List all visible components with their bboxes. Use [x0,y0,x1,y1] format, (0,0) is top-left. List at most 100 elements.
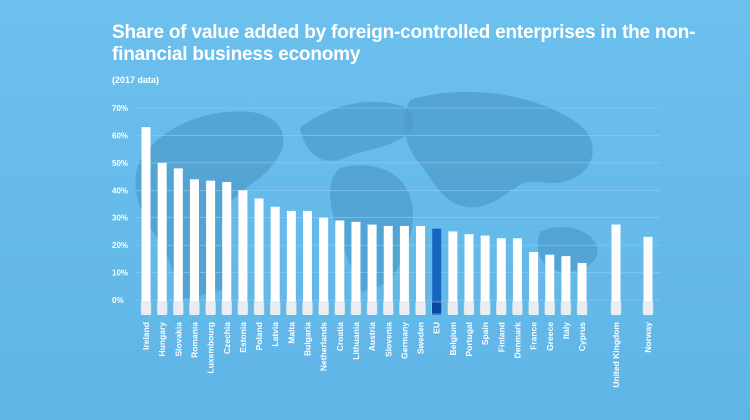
bar-united-kingdom [611,224,621,315]
bar-lithuania [351,221,361,315]
flag-hungary-icon [156,301,168,315]
bar-austria [367,224,377,315]
bar-slovakia [173,168,183,315]
flag-bulgaria-icon [302,301,313,315]
flag-portugal-icon [463,301,475,315]
category-label: Ireland [141,322,151,350]
category-label: Lithuania [351,322,361,360]
category-label: EU [432,322,442,334]
bar-poland [254,198,264,315]
bar-denmark [512,238,522,315]
category-label: Austria [367,322,377,352]
bar-norway [643,236,653,315]
flag-greece-icon [544,301,555,315]
y-tick-label: 30% [112,214,128,223]
category-label: Spain [480,322,490,345]
y-tick-label: 60% [112,131,128,140]
category-label: Portugal [464,322,474,356]
flag-norway-icon [642,301,654,315]
category-label: Romania [189,322,199,358]
flag-france-icon [528,301,539,315]
category-label: Latvia [270,322,280,347]
flag-denmark-icon [512,301,523,315]
flag-slovenia-icon [383,301,394,315]
flag-sweden-icon [415,301,426,315]
bar-czechia [222,182,232,315]
category-label: Malta [286,322,296,344]
flag-estonia-icon [237,301,249,315]
flag-spain-icon [479,301,491,315]
flag-malta-icon [286,301,297,315]
y-tick-label: 0% [112,296,124,305]
category-label: Estonia [238,322,248,353]
category-label: United Kingdom [611,322,621,388]
category-label: Germany [399,322,409,359]
flag-germany-icon [399,301,410,315]
bar-hungary [157,162,167,315]
bar-greece [545,254,555,315]
chart-subtitle: (2017 data) [112,75,160,85]
category-label: Bulgaria [303,322,313,356]
bar-sweden [416,225,426,315]
bar-croatia [335,220,345,315]
flag-slovakia-icon [173,301,184,315]
category-label: Czechia [222,322,232,354]
bar-estonia [238,190,248,315]
flag-lithuania-icon [350,301,362,315]
flag-cyprus-icon [576,301,588,315]
map-landmass-asia [404,91,593,208]
chart-title: Share of value added by foreign-controll… [112,22,696,65]
flag-romania-icon [189,301,200,315]
y-tick-label: 70% [112,104,128,113]
bar-malta [286,210,296,315]
category-label: Finland [496,322,506,352]
flag-eu-icon [431,301,442,315]
flag-croatia-icon [334,301,346,315]
map-landmass-europe [300,101,414,161]
category-label: Slovenia [383,322,393,357]
flag-poland-icon [253,301,265,315]
flag-finland-icon [496,301,507,315]
category-label: Luxembourg [206,322,216,373]
y-tick-label: 10% [112,269,128,278]
flag-latvia-icon [269,301,281,315]
flag-united-kingdom-icon [610,301,622,315]
flag-czechia-icon [221,301,232,315]
category-label: France [529,322,539,350]
bar-romania [189,179,199,315]
category-label: Belgium [448,322,458,356]
bar-eu [432,228,442,315]
bar-france [529,252,539,315]
flag-luxembourg-icon [205,301,216,315]
flag-italy-icon [560,301,572,315]
category-label: Hungary [157,322,167,357]
y-tick-label: 40% [112,186,128,195]
category-label: Cyprus [577,322,587,352]
bar-spain [480,235,490,315]
bar-slovenia [383,225,393,315]
flag-austria-icon [366,301,378,315]
flag-netherlands-icon [318,301,329,315]
bar-cyprus [577,262,587,315]
flag-belgium-icon [447,301,459,315]
bar-bulgaria [303,210,312,315]
bar-finland [496,238,506,315]
y-tick-label: 20% [112,241,128,250]
category-label: Poland [254,322,264,350]
category-label: Italy [561,322,571,339]
bar-netherlands [319,217,329,315]
category-label: Denmark [512,322,522,359]
flag-ireland-icon [140,301,152,315]
y-tick-label: 50% [112,159,128,168]
category-label: Netherlands [319,322,329,371]
category-label: Sweden [416,322,426,354]
category-label: Greece [545,322,555,351]
bar-ireland [141,127,151,315]
bar-belgium [448,231,458,315]
category-label: Croatia [335,322,345,352]
category-label: Slovakia [173,322,183,357]
category-label: Norway [643,322,653,353]
bar-luxembourg [206,180,216,315]
